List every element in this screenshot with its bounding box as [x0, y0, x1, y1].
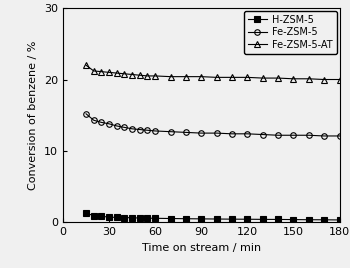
Fe-ZSM-5-AT — [138, 74, 142, 77]
Fe-ZSM-5 — [291, 134, 295, 137]
Fe-ZSM-5-AT — [245, 76, 250, 79]
H-ZSM-5 — [145, 217, 149, 220]
Fe-ZSM-5-AT — [184, 75, 188, 78]
Fe-ZSM-5-AT — [322, 78, 326, 81]
Fe-ZSM-5 — [230, 132, 234, 135]
H-ZSM-5 — [168, 217, 173, 220]
Fe-ZSM-5-AT — [92, 69, 96, 73]
Line: Fe-ZSM-5-AT: Fe-ZSM-5-AT — [83, 62, 342, 82]
Fe-ZSM-5 — [184, 131, 188, 134]
H-ZSM-5 — [276, 218, 280, 221]
Line: H-ZSM-5: H-ZSM-5 — [83, 210, 342, 223]
Fe-ZSM-5-AT — [276, 76, 280, 80]
H-ZSM-5 — [245, 218, 250, 221]
H-ZSM-5 — [291, 218, 295, 221]
Fe-ZSM-5 — [276, 134, 280, 137]
X-axis label: Time on stream / min: Time on stream / min — [142, 243, 261, 253]
H-ZSM-5 — [99, 215, 104, 218]
Fe-ZSM-5-AT — [153, 74, 157, 77]
Fe-ZSM-5-AT — [337, 78, 342, 81]
Fe-ZSM-5-AT — [261, 76, 265, 80]
Fe-ZSM-5 — [145, 129, 149, 132]
H-ZSM-5 — [130, 216, 134, 219]
Fe-ZSM-5-AT — [199, 75, 203, 78]
H-ZSM-5 — [115, 216, 119, 219]
H-ZSM-5 — [199, 217, 203, 221]
Fe-ZSM-5 — [199, 132, 203, 135]
H-ZSM-5 — [215, 217, 219, 221]
Fe-ZSM-5-AT — [215, 76, 219, 79]
Fe-ZSM-5 — [245, 132, 250, 135]
H-ZSM-5 — [153, 217, 157, 220]
H-ZSM-5 — [230, 218, 234, 221]
Fe-ZSM-5-AT — [230, 76, 234, 79]
Line: Fe-ZSM-5: Fe-ZSM-5 — [83, 111, 342, 139]
Fe-ZSM-5-AT — [291, 77, 295, 80]
H-ZSM-5 — [184, 217, 188, 220]
Fe-ZSM-5-AT — [168, 75, 173, 78]
Legend: H-ZSM-5, Fe-ZSM-5, Fe-ZSM-5-AT: H-ZSM-5, Fe-ZSM-5, Fe-ZSM-5-AT — [244, 11, 337, 54]
H-ZSM-5 — [122, 216, 127, 219]
Fe-ZSM-5 — [215, 132, 219, 135]
Fe-ZSM-5 — [261, 133, 265, 136]
Fe-ZSM-5 — [130, 127, 134, 131]
H-ZSM-5 — [92, 214, 96, 217]
Fe-ZSM-5 — [107, 122, 111, 125]
H-ZSM-5 — [307, 218, 311, 221]
Fe-ZSM-5-AT — [107, 71, 111, 74]
H-ZSM-5 — [322, 218, 326, 221]
H-ZSM-5 — [107, 215, 111, 219]
Fe-ZSM-5-AT — [307, 77, 311, 80]
Fe-ZSM-5 — [153, 129, 157, 133]
Fe-ZSM-5-AT — [99, 70, 104, 73]
Fe-ZSM-5 — [337, 134, 342, 137]
H-ZSM-5 — [84, 211, 88, 215]
Fe-ZSM-5 — [322, 134, 326, 137]
Fe-ZSM-5-AT — [145, 74, 149, 77]
Fe-ZSM-5-AT — [122, 72, 127, 75]
Fe-ZSM-5 — [92, 119, 96, 122]
Fe-ZSM-5 — [122, 126, 127, 129]
Fe-ZSM-5-AT — [130, 73, 134, 76]
H-ZSM-5 — [138, 216, 142, 219]
Fe-ZSM-5 — [115, 124, 119, 128]
Fe-ZSM-5 — [84, 112, 88, 116]
Fe-ZSM-5-AT — [115, 72, 119, 75]
Fe-ZSM-5 — [99, 121, 104, 124]
H-ZSM-5 — [261, 218, 265, 221]
Fe-ZSM-5 — [307, 134, 311, 137]
Fe-ZSM-5 — [168, 130, 173, 133]
Fe-ZSM-5 — [138, 128, 142, 131]
H-ZSM-5 — [337, 218, 342, 222]
Fe-ZSM-5-AT — [84, 64, 88, 67]
Y-axis label: Conversion of benzene / %: Conversion of benzene / % — [28, 40, 38, 190]
